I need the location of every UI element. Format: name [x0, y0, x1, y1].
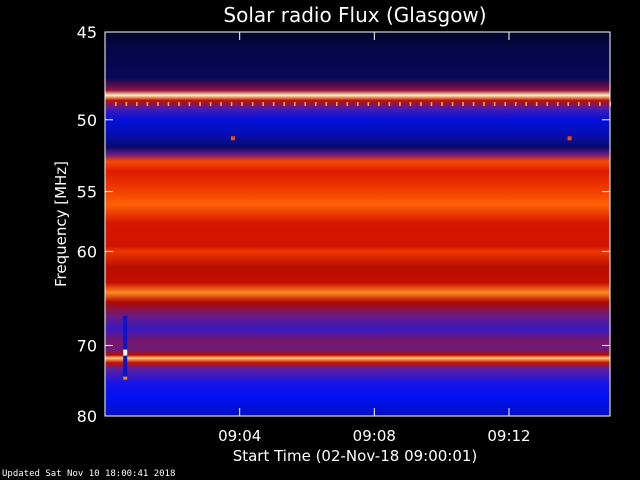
- interference-dot: [567, 136, 572, 141]
- burst-tail: [123, 376, 128, 380]
- harmonic-tick: [262, 102, 264, 106]
- harmonic-tick: [178, 102, 180, 106]
- harmonic-tick: [230, 102, 233, 106]
- harmonic-tick: [472, 102, 475, 106]
- interference-dot: [230, 136, 235, 141]
- harmonic-tick: [420, 102, 422, 106]
- harmonic-tick: [294, 102, 296, 106]
- y-tick-label: 50: [77, 111, 97, 130]
- chart-title: Solar radio Flux (Glasgow): [223, 3, 486, 27]
- x-tick-label: 09:08: [353, 427, 396, 445]
- harmonic-tick: [546, 102, 548, 106]
- burst-peak: [123, 349, 128, 356]
- harmonic-tick: [514, 102, 517, 106]
- harmonic-tick: [157, 102, 159, 106]
- x-axis: 09:04 09:08 09:12: [218, 32, 531, 445]
- x-tick-label: 09:04: [218, 427, 261, 445]
- harmonic-tick: [188, 102, 191, 106]
- harmonic-tick: [399, 102, 401, 106]
- harmonic-tick: [388, 102, 391, 106]
- harmonic-tick: [346, 102, 349, 106]
- last-updated-text: Updated Sat Nov 10 18:00:41 2018: [2, 469, 176, 479]
- harmonic-tick: [557, 102, 559, 106]
- harmonic-tick: [199, 102, 201, 106]
- y-tick-label: 55: [77, 183, 97, 202]
- x-tick-label: 09:12: [487, 427, 530, 445]
- harmonic-tick: [430, 102, 433, 106]
- harmonic-tick: [146, 102, 149, 106]
- y-axis: 45 50 55 60 70 80: [77, 23, 610, 426]
- harmonic-tick: [241, 102, 243, 106]
- harmonic-tick: [136, 102, 138, 106]
- plot-area: [104, 31, 612, 417]
- harmonic-tick: [115, 102, 117, 106]
- harmonic-tick: [283, 102, 285, 106]
- harmonic-tick: [378, 102, 380, 106]
- harmonic-tick: [251, 102, 254, 106]
- spectrogram-heatmap: [105, 32, 610, 416]
- x-axis-label: Start Time (02-Nov-18 09:00:01): [233, 447, 478, 465]
- harmonic-tick: [209, 102, 212, 106]
- harmonic-tick: [504, 102, 506, 106]
- y-tick-label: 45: [77, 23, 97, 42]
- y-tick-label: 80: [77, 407, 97, 426]
- harmonic-tick: [336, 102, 338, 106]
- harmonic-tick: [367, 102, 370, 106]
- harmonic-tick: [304, 102, 306, 106]
- harmonic-tick: [578, 102, 580, 106]
- harmonic-tick: [599, 102, 601, 106]
- y-tick-label: 70: [77, 337, 97, 356]
- harmonic-tick: [462, 102, 464, 106]
- harmonic-tick: [167, 102, 170, 106]
- burst-features: [123, 136, 572, 380]
- harmonic-tick: [567, 102, 569, 106]
- harmonic-tick-row: [115, 102, 612, 106]
- harmonic-tick: [525, 102, 527, 106]
- y-tick-label: 60: [77, 242, 97, 261]
- harmonic-tick: [357, 102, 359, 106]
- y-axis-label: Frequency [MHz]: [52, 161, 70, 287]
- plot-frame: [104, 31, 611, 417]
- harmonic-tick: [441, 102, 443, 106]
- harmonic-tick: [588, 102, 590, 106]
- harmonic-tick: [483, 102, 485, 106]
- harmonic-tick: [220, 102, 222, 106]
- harmonic-tick: [272, 102, 275, 106]
- harmonic-tick: [125, 102, 128, 106]
- harmonic-tick: [535, 102, 538, 106]
- burst-streak: [123, 315, 128, 380]
- harmonic-tick: [493, 102, 496, 106]
- harmonic-tick: [325, 102, 327, 106]
- harmonic-tick: [451, 102, 454, 106]
- harmonic-tick: [409, 102, 412, 106]
- harmonic-tick: [315, 102, 317, 106]
